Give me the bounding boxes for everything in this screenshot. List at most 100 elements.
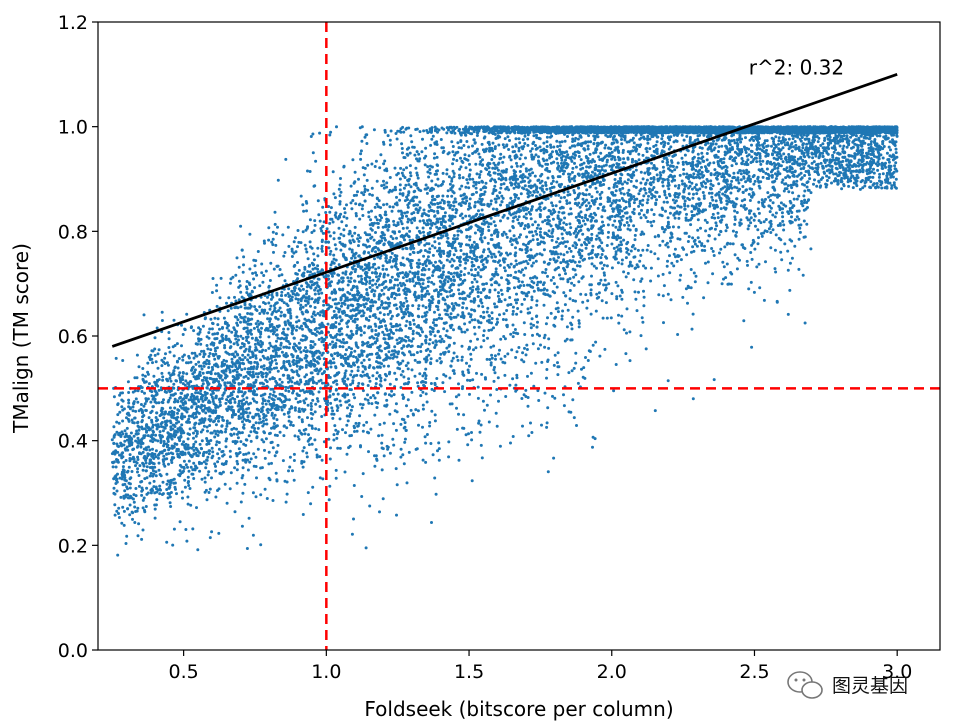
scatter-point — [225, 419, 229, 423]
scatter-point — [673, 195, 677, 199]
scatter-point — [602, 283, 606, 287]
scatter-point — [483, 190, 487, 194]
scatter-point — [134, 409, 138, 413]
scatter-point — [200, 439, 204, 443]
scatter-point — [167, 346, 171, 349]
scatter-point — [141, 441, 145, 445]
scatter-point — [474, 346, 478, 350]
scatter-point — [445, 309, 449, 313]
scatter-point — [414, 298, 418, 302]
scatter-point — [881, 156, 885, 160]
scatter-point — [888, 140, 892, 144]
scatter-point — [629, 218, 633, 222]
scatter-point — [649, 250, 653, 254]
scatter-point — [584, 293, 588, 297]
scatter-point — [329, 249, 333, 253]
scatter-point — [301, 465, 305, 469]
scatter-point — [887, 158, 891, 161]
scatter-point — [641, 153, 645, 157]
scatter-point — [566, 190, 570, 194]
scatter-point — [345, 203, 348, 207]
scatter-point — [565, 199, 569, 203]
scatter-point — [393, 254, 397, 257]
scatter-point — [732, 138, 736, 142]
scatter-point — [500, 276, 503, 280]
scatter-point — [568, 146, 572, 150]
scatter-point — [429, 357, 433, 361]
scatter-point — [117, 421, 121, 425]
scatter-point — [419, 285, 423, 289]
scatter-point — [172, 318, 176, 322]
scatter-point — [489, 237, 493, 241]
scatter-point — [241, 466, 245, 470]
scatter-point — [561, 154, 565, 158]
scatter-point — [750, 155, 754, 159]
scatter-point — [551, 228, 555, 231]
scatter-point — [456, 313, 460, 317]
scatter-point — [571, 244, 575, 248]
scatter-point — [604, 255, 608, 259]
scatter-point — [496, 294, 500, 298]
scatter-point — [462, 144, 466, 147]
scatter-point — [255, 431, 259, 435]
scatter-point — [292, 459, 296, 462]
scatter-point — [562, 221, 566, 225]
scatter-point — [636, 143, 640, 147]
scatter-point — [338, 399, 342, 403]
scatter-point — [398, 177, 402, 181]
scatter-point — [731, 242, 735, 246]
scatter-point — [782, 152, 786, 156]
scatter-point — [633, 290, 637, 294]
scatter-point — [611, 209, 615, 213]
scatter-point — [207, 491, 211, 494]
scatter-point — [366, 398, 370, 402]
scatter-point — [536, 389, 540, 393]
scatter-point — [662, 321, 665, 325]
scatter-point — [165, 390, 168, 394]
scatter-point — [245, 291, 249, 295]
scatter-point — [394, 132, 398, 135]
scatter-point — [331, 298, 335, 302]
scatter-point — [363, 397, 367, 401]
scatter-point — [527, 434, 531, 438]
scatter-point — [327, 230, 331, 234]
scatter-point — [706, 239, 710, 243]
scatter-point — [479, 275, 483, 279]
scatter-point — [796, 157, 800, 161]
scatter-point — [151, 397, 155, 401]
scatter-point — [644, 216, 648, 219]
scatter-point — [569, 249, 573, 253]
scatter-point — [691, 196, 695, 200]
scatter-point — [479, 170, 483, 174]
scatter-point — [641, 320, 645, 324]
scatter-point — [690, 187, 694, 191]
scatter-point — [434, 492, 438, 496]
scatter-point — [114, 465, 118, 469]
scatter-point — [515, 210, 519, 214]
scatter-point — [612, 389, 616, 393]
scatter-point — [580, 243, 584, 247]
scatter-point — [780, 211, 784, 215]
scatter-point — [442, 373, 446, 377]
scatter-point — [743, 198, 747, 202]
scatter-point — [215, 289, 219, 293]
scatter-point — [713, 227, 717, 231]
scatter-point — [450, 140, 454, 144]
scatter-point — [514, 144, 518, 148]
scatter-point — [369, 427, 373, 431]
scatter-point — [679, 258, 683, 262]
scatter-point — [223, 344, 227, 347]
scatter-point — [245, 326, 249, 330]
scatter-point — [526, 143, 530, 147]
scatter-point — [528, 230, 532, 234]
scatter-point — [350, 234, 354, 238]
scatter-point — [352, 264, 356, 268]
scatter-point — [393, 283, 397, 287]
scatter-point — [398, 341, 402, 345]
scatter-point — [397, 230, 401, 234]
scatter-point — [410, 259, 414, 263]
scatter-point — [306, 491, 310, 495]
scatter-point — [534, 229, 538, 233]
scatter-point — [136, 400, 140, 404]
scatter-point — [185, 312, 189, 316]
